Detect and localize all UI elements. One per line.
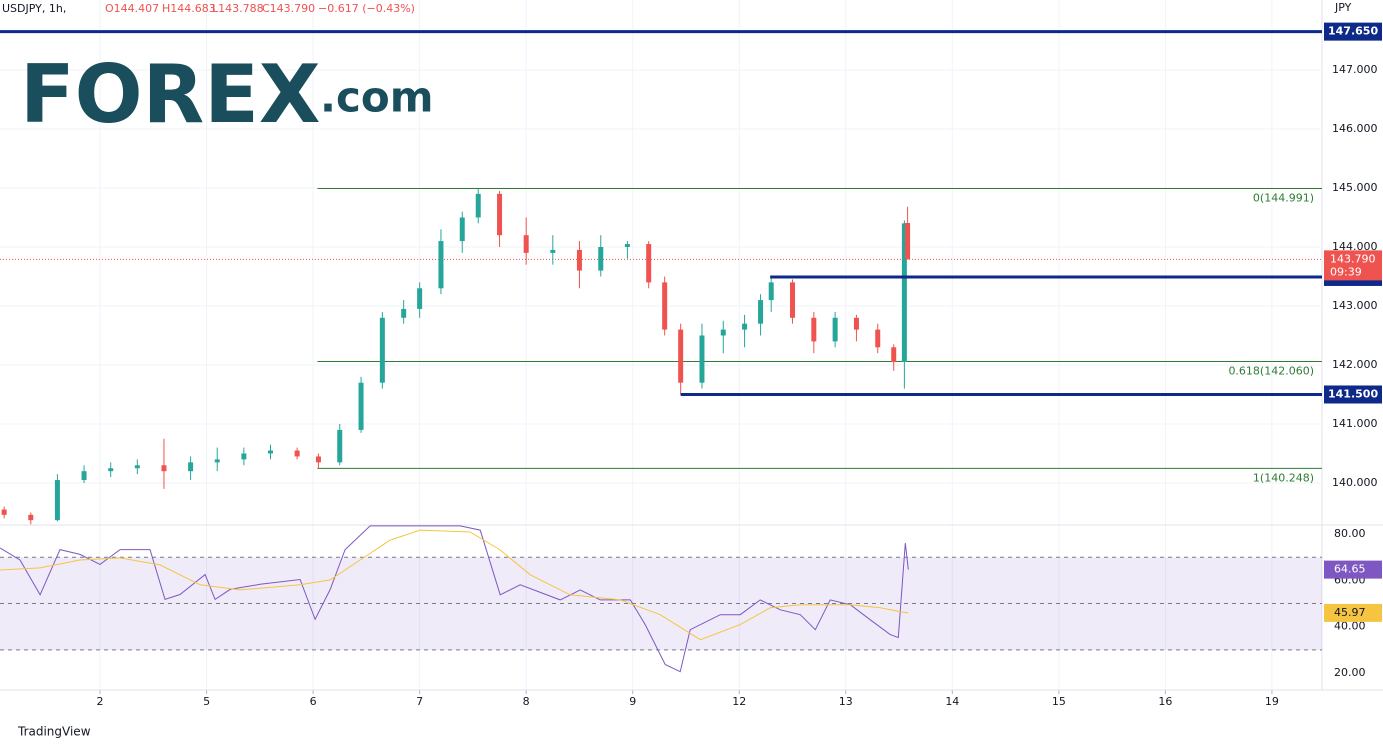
candle-body xyxy=(901,223,907,363)
ohlc-open: O144.407 xyxy=(105,2,159,15)
y-tick-label: 141.000 xyxy=(1332,417,1378,430)
candle-body xyxy=(662,282,668,330)
footer: TradingView xyxy=(17,725,91,739)
candle-body xyxy=(598,246,604,271)
candle-body xyxy=(108,468,114,472)
candle-body xyxy=(438,241,444,289)
candle-body xyxy=(758,300,764,324)
candle-body xyxy=(267,450,273,454)
candle-body xyxy=(646,244,652,283)
candle-body xyxy=(81,471,87,481)
y-tick-label: 40.00 xyxy=(1334,620,1366,633)
candle-body xyxy=(905,222,911,260)
candle-body xyxy=(358,382,364,430)
y-tick-label: 80.00 xyxy=(1334,527,1366,540)
logo: FOREX xyxy=(20,48,321,141)
candle-body xyxy=(161,465,167,472)
candle-body xyxy=(475,193,481,218)
candle-body xyxy=(401,308,407,318)
candle-body xyxy=(678,329,684,383)
x-tick-label: 13 xyxy=(839,695,853,708)
x-tick-label: 7 xyxy=(416,695,423,708)
level-box xyxy=(1324,385,1382,404)
level-label: 141.500 xyxy=(1328,387,1378,400)
x-tick-label: 8 xyxy=(523,695,530,708)
fib-label: 0(144.991) xyxy=(1253,192,1314,205)
candle-body xyxy=(214,459,220,463)
ohlc-close: C143.790 xyxy=(262,2,315,15)
candle-body xyxy=(875,329,881,348)
candle-body xyxy=(294,450,300,457)
candle-body xyxy=(379,317,385,383)
rsi-band xyxy=(0,557,1322,650)
candle-body xyxy=(315,456,321,463)
x-tick-label: 15 xyxy=(1052,695,1066,708)
candle-body xyxy=(134,465,140,469)
x-tick-label: 6 xyxy=(310,695,317,708)
value-label: 64.65 xyxy=(1334,563,1366,576)
rsi-line xyxy=(0,525,909,673)
candle-body xyxy=(1,509,7,515)
candle-body xyxy=(768,282,774,301)
last-price-box xyxy=(1324,250,1382,281)
y-tick-label: 142.000 xyxy=(1332,358,1378,371)
x-tick-label: 9 xyxy=(629,695,636,708)
candle-body xyxy=(853,317,859,330)
candle-body xyxy=(576,249,582,271)
candle-body xyxy=(811,317,817,342)
candle-body xyxy=(188,462,194,472)
candle-body xyxy=(417,288,423,309)
value-box xyxy=(1324,603,1382,622)
level-box xyxy=(1324,22,1382,41)
candle-body xyxy=(832,317,838,342)
ohlc-high: H144.683 xyxy=(162,2,216,15)
unit: JPY xyxy=(1334,1,1352,14)
fib-label: 1(140.248) xyxy=(1253,471,1314,484)
x-tick-label: 19 xyxy=(1265,695,1279,708)
fib-label: 0.618(142.060) xyxy=(1228,364,1314,377)
candle-body xyxy=(241,453,247,460)
logo-suffix: .com xyxy=(320,73,433,122)
countdown: 09:39 xyxy=(1330,265,1362,278)
y-tick-label: 145.000 xyxy=(1332,181,1378,194)
candle-body xyxy=(624,244,630,247)
candle-body xyxy=(497,193,503,236)
candle-body xyxy=(459,217,465,242)
y-tick-label: 20.00 xyxy=(1334,666,1366,679)
last-price-label: 143.790 xyxy=(1330,252,1376,265)
value-box xyxy=(1324,560,1382,579)
x-tick-label: 5 xyxy=(203,695,210,708)
candle-body xyxy=(790,282,796,318)
rsi-line xyxy=(0,529,909,641)
x-tick-label: 12 xyxy=(732,695,746,708)
candle-body xyxy=(28,514,34,521)
y-tick-label: 146.000 xyxy=(1332,122,1378,135)
ohlc-low: L143.788 xyxy=(212,2,264,15)
y-tick-label: 140.000 xyxy=(1332,476,1378,489)
y-tick-label: 147.000 xyxy=(1332,63,1378,76)
candle-body xyxy=(699,335,705,383)
candle-body xyxy=(742,323,748,330)
candle-body xyxy=(891,347,897,363)
candle-body xyxy=(54,480,60,521)
candle-body xyxy=(337,429,343,463)
ohlc-change: −0.617 (−0.43%) xyxy=(318,2,415,15)
x-tick-label: 2 xyxy=(97,695,104,708)
y-tick-label: 144.000 xyxy=(1332,240,1378,253)
x-tick-label: 16 xyxy=(1158,695,1172,708)
candle-body xyxy=(550,249,556,253)
level-label: 147.650 xyxy=(1328,25,1378,38)
candle-body xyxy=(720,329,726,336)
value-label: 45.97 xyxy=(1334,606,1366,619)
y-tick-label: 143.000 xyxy=(1332,299,1378,312)
x-tick-label: 14 xyxy=(945,695,959,708)
symbol: USDJPY, 1h, xyxy=(2,2,66,15)
candle-body xyxy=(523,235,529,253)
